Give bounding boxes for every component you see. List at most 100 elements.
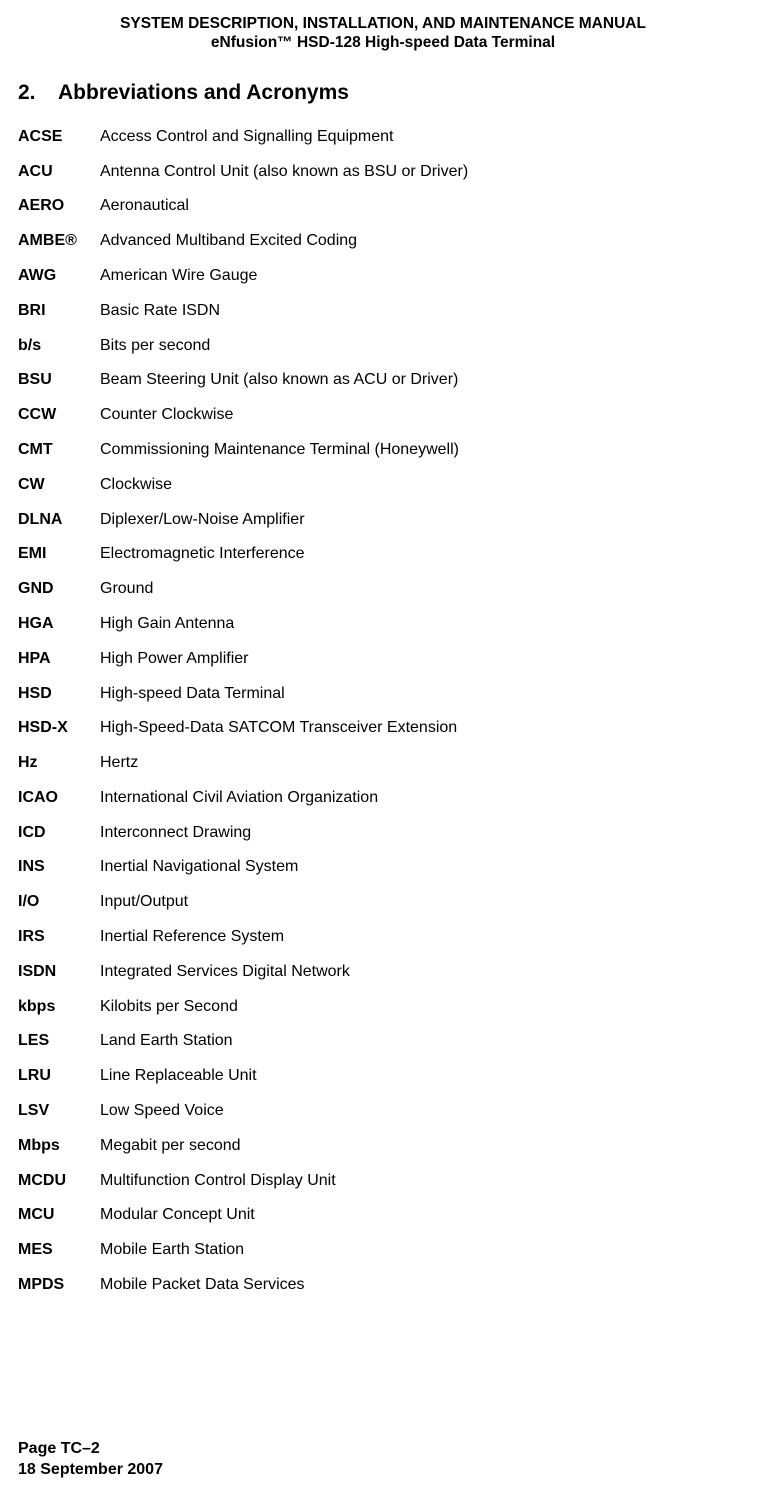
- def-row: ACSEAccess Control and Signalling Equipm…: [18, 127, 748, 148]
- term: ICAO: [18, 788, 100, 809]
- term: Hz: [18, 753, 100, 774]
- term: MCDU: [18, 1171, 100, 1192]
- term: GND: [18, 579, 100, 600]
- def-row: MESMobile Earth Station: [18, 1240, 748, 1261]
- def-row: ICAOInternational Civil Aviation Organiz…: [18, 788, 748, 809]
- def-row: ICDInterconnect Drawing: [18, 823, 748, 844]
- page-footer: Page TC–2 18 September 2007: [18, 1438, 163, 1481]
- definition: Diplexer/Low-Noise Amplifier: [100, 510, 748, 531]
- definition: Aeronautical: [100, 196, 748, 217]
- term: HSD: [18, 684, 100, 705]
- footer-date: 18 September 2007: [18, 1459, 163, 1481]
- def-row: CCWCounter Clockwise: [18, 405, 748, 426]
- footer-page: Page TC–2: [18, 1438, 163, 1460]
- term: ACSE: [18, 127, 100, 148]
- definition: Clockwise: [100, 475, 748, 496]
- definition: Commissioning Maintenance Terminal (Hone…: [100, 440, 748, 461]
- term: INS: [18, 857, 100, 878]
- def-row: HGAHigh Gain Antenna: [18, 614, 748, 635]
- definition: Access Control and Signalling Equipment: [100, 127, 748, 148]
- term: MES: [18, 1240, 100, 1261]
- def-row: MCDUMultifunction Control Display Unit: [18, 1171, 748, 1192]
- definition: Integrated Services Digital Network: [100, 962, 748, 983]
- definition: Interconnect Drawing: [100, 823, 748, 844]
- term: LES: [18, 1031, 100, 1052]
- definition: American Wire Gauge: [100, 266, 748, 287]
- term: AERO: [18, 196, 100, 217]
- definition: International Civil Aviation Organizatio…: [100, 788, 748, 809]
- term: CMT: [18, 440, 100, 461]
- definition: Antenna Control Unit (also known as BSU …: [100, 162, 748, 183]
- term: IRS: [18, 927, 100, 948]
- term: kbps: [18, 997, 100, 1018]
- definition: Hertz: [100, 753, 748, 774]
- term: DLNA: [18, 510, 100, 531]
- def-row: HzHertz: [18, 753, 748, 774]
- def-row: LRULine Replaceable Unit: [18, 1066, 748, 1087]
- header-line-2: eNfusion™ HSD-128 High-speed Data Termin…: [18, 33, 748, 52]
- term: ICD: [18, 823, 100, 844]
- definition: Advanced Multiband Excited Coding: [100, 231, 748, 252]
- definition: Basic Rate ISDN: [100, 301, 748, 322]
- term: AMBE®: [18, 231, 100, 252]
- def-row: ACUAntenna Control Unit (also known as B…: [18, 162, 748, 183]
- term: b/s: [18, 336, 100, 357]
- def-row: DLNADiplexer/Low-Noise Amplifier: [18, 510, 748, 531]
- def-row: CMTCommissioning Maintenance Terminal (H…: [18, 440, 748, 461]
- definition: Ground: [100, 579, 748, 600]
- definition: Multifunction Control Display Unit: [100, 1171, 748, 1192]
- def-row: BSUBeam Steering Unit (also known as ACU…: [18, 370, 748, 391]
- def-row: EMIElectromagnetic Interference: [18, 544, 748, 565]
- term: I/O: [18, 892, 100, 913]
- definition: Low Speed Voice: [100, 1101, 748, 1122]
- term: Mbps: [18, 1136, 100, 1157]
- term: ACU: [18, 162, 100, 183]
- def-row: CWClockwise: [18, 475, 748, 496]
- header-line-1: SYSTEM DESCRIPTION, INSTALLATION, AND MA…: [18, 14, 748, 33]
- def-row: b/sBits per second: [18, 336, 748, 357]
- def-row: ISDNIntegrated Services Digital Network: [18, 962, 748, 983]
- definition: Counter Clockwise: [100, 405, 748, 426]
- def-row: INSInertial Navigational System: [18, 857, 748, 878]
- term: MPDS: [18, 1275, 100, 1296]
- def-row: GNDGround: [18, 579, 748, 600]
- term: BRI: [18, 301, 100, 322]
- def-row: LESLand Earth Station: [18, 1031, 748, 1052]
- page: SYSTEM DESCRIPTION, INSTALLATION, AND MA…: [0, 0, 766, 1507]
- definition: Input/Output: [100, 892, 748, 913]
- def-row: AMBE®Advanced Multiband Excited Coding: [18, 231, 748, 252]
- def-row: BRIBasic Rate ISDN: [18, 301, 748, 322]
- definition: High-speed Data Terminal: [100, 684, 748, 705]
- definition: Bits per second: [100, 336, 748, 357]
- term: BSU: [18, 370, 100, 391]
- term: EMI: [18, 544, 100, 565]
- def-row: AWGAmerican Wire Gauge: [18, 266, 748, 287]
- definitions-list: ACSEAccess Control and Signalling Equipm…: [18, 127, 748, 1296]
- term: LSV: [18, 1101, 100, 1122]
- term: HGA: [18, 614, 100, 635]
- section-title: Abbreviations and Acronyms: [58, 81, 349, 105]
- definition: High Power Amplifier: [100, 649, 748, 670]
- def-row: MPDSMobile Packet Data Services: [18, 1275, 748, 1296]
- def-row: MbpsMegabit per second: [18, 1136, 748, 1157]
- def-row: IRSInertial Reference System: [18, 927, 748, 948]
- term: HPA: [18, 649, 100, 670]
- def-row: AEROAeronautical: [18, 196, 748, 217]
- term: ISDN: [18, 962, 100, 983]
- section-heading: 2. Abbreviations and Acronyms: [18, 81, 748, 105]
- definition: Land Earth Station: [100, 1031, 748, 1052]
- term: MCU: [18, 1205, 100, 1226]
- definition: Inertial Navigational System: [100, 857, 748, 878]
- definition: High-Speed-Data SATCOM Transceiver Exten…: [100, 718, 748, 739]
- term: LRU: [18, 1066, 100, 1087]
- definition: Mobile Packet Data Services: [100, 1275, 748, 1296]
- def-row: HSDHigh-speed Data Terminal: [18, 684, 748, 705]
- term: HSD-X: [18, 718, 100, 739]
- definition: Mobile Earth Station: [100, 1240, 748, 1261]
- term: CCW: [18, 405, 100, 426]
- definition: Electromagnetic Interference: [100, 544, 748, 565]
- def-row: MCUModular Concept Unit: [18, 1205, 748, 1226]
- def-row: HPAHigh Power Amplifier: [18, 649, 748, 670]
- def-row: HSD-XHigh-Speed-Data SATCOM Transceiver …: [18, 718, 748, 739]
- document-header: SYSTEM DESCRIPTION, INSTALLATION, AND MA…: [18, 14, 748, 53]
